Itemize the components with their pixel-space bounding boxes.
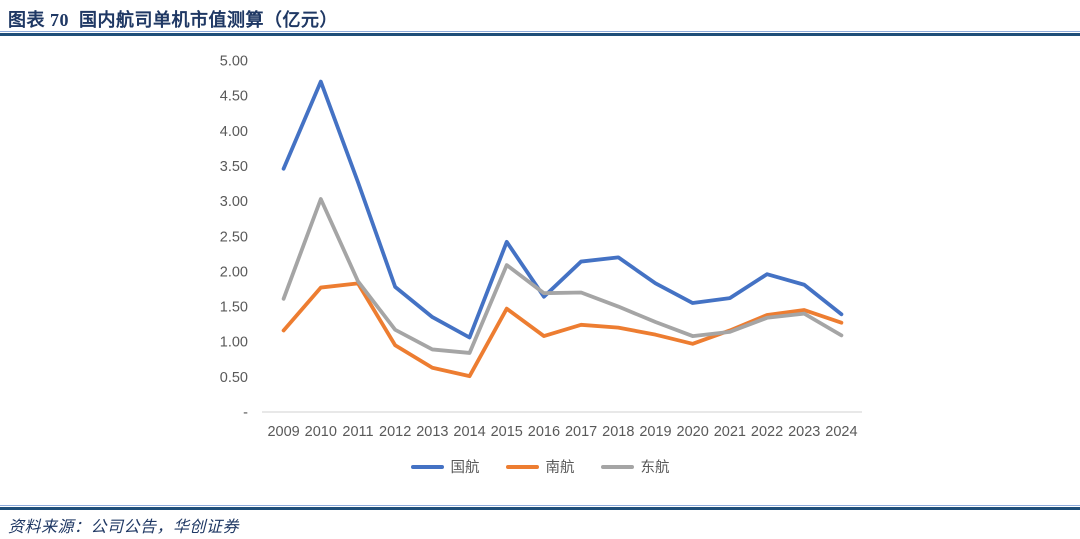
series-line-0 [281, 79, 844, 340]
y-tick-label: 3.50 [220, 159, 248, 175]
chart-svg: - 0.50 1.00 1.50 2.00 2.50 3.00 3.50 4.00 4.50 5.0… [220, 54, 862, 440]
x-tick-label: 2023 [788, 424, 820, 440]
y-tick-label: 0.50 [220, 370, 248, 386]
line-chart: - 0.50 1.00 1.50 2.00 2.50 3.00 3.50 4.00 4.50 5.0… [180, 48, 900, 498]
legend-swatch-icon [600, 464, 634, 469]
x-tick-label: 2010 [305, 424, 337, 440]
page-title: 图表 70 国内航司单机市值测算（亿元） [8, 10, 338, 30]
series-line-2 [281, 197, 844, 355]
x-tick-label: 2021 [714, 424, 746, 440]
x-tick-label: 2017 [565, 424, 597, 440]
x-tick-label: 2019 [639, 424, 671, 440]
y-tick-label: 5.00 [220, 54, 248, 70]
x-tick-label: 2016 [528, 424, 560, 440]
x-tick-label: 2015 [491, 424, 523, 440]
x-tick-label: 2022 [751, 424, 783, 440]
y-tick-label: 4.00 [220, 124, 248, 140]
x-tick-label: 2013 [416, 424, 448, 440]
y-tick-label: 1.00 [220, 335, 248, 351]
x-tick-label: 2024 [825, 424, 857, 440]
y-tick-label: - [243, 405, 248, 421]
y-tick-label: 1.50 [220, 300, 248, 316]
chart-legend: 国航 南航 东航 [180, 456, 900, 477]
y-tick-label: 2.50 [220, 229, 248, 245]
legend-item-1: 南航 [505, 456, 575, 477]
legend-item-2: 东航 [600, 456, 670, 477]
legend-swatch-icon [410, 464, 444, 469]
x-tick-label: 2020 [677, 424, 709, 440]
footer-divider [0, 505, 1080, 510]
legend-label: 东航 [640, 460, 670, 476]
y-tick-label: 3.00 [220, 194, 248, 210]
x-tick-label: 2012 [379, 424, 411, 440]
x-tick-label: 2009 [267, 424, 299, 440]
x-tick-label: 2014 [453, 424, 485, 440]
series-line-1 [281, 281, 844, 379]
y-tick-label: 4.50 [220, 89, 248, 105]
y-tick-label: 2.00 [220, 264, 248, 280]
legend-swatch-icon [505, 464, 539, 469]
legend-label: 国航 [450, 460, 480, 476]
x-tick-label: 2018 [602, 424, 634, 440]
header-divider [0, 31, 1080, 36]
legend-label: 南航 [545, 460, 575, 476]
legend-item-0: 国航 [410, 456, 480, 477]
x-tick-label: 2011 [342, 424, 373, 440]
source-note: 资料来源：公司公告，华创证券 [8, 519, 240, 536]
